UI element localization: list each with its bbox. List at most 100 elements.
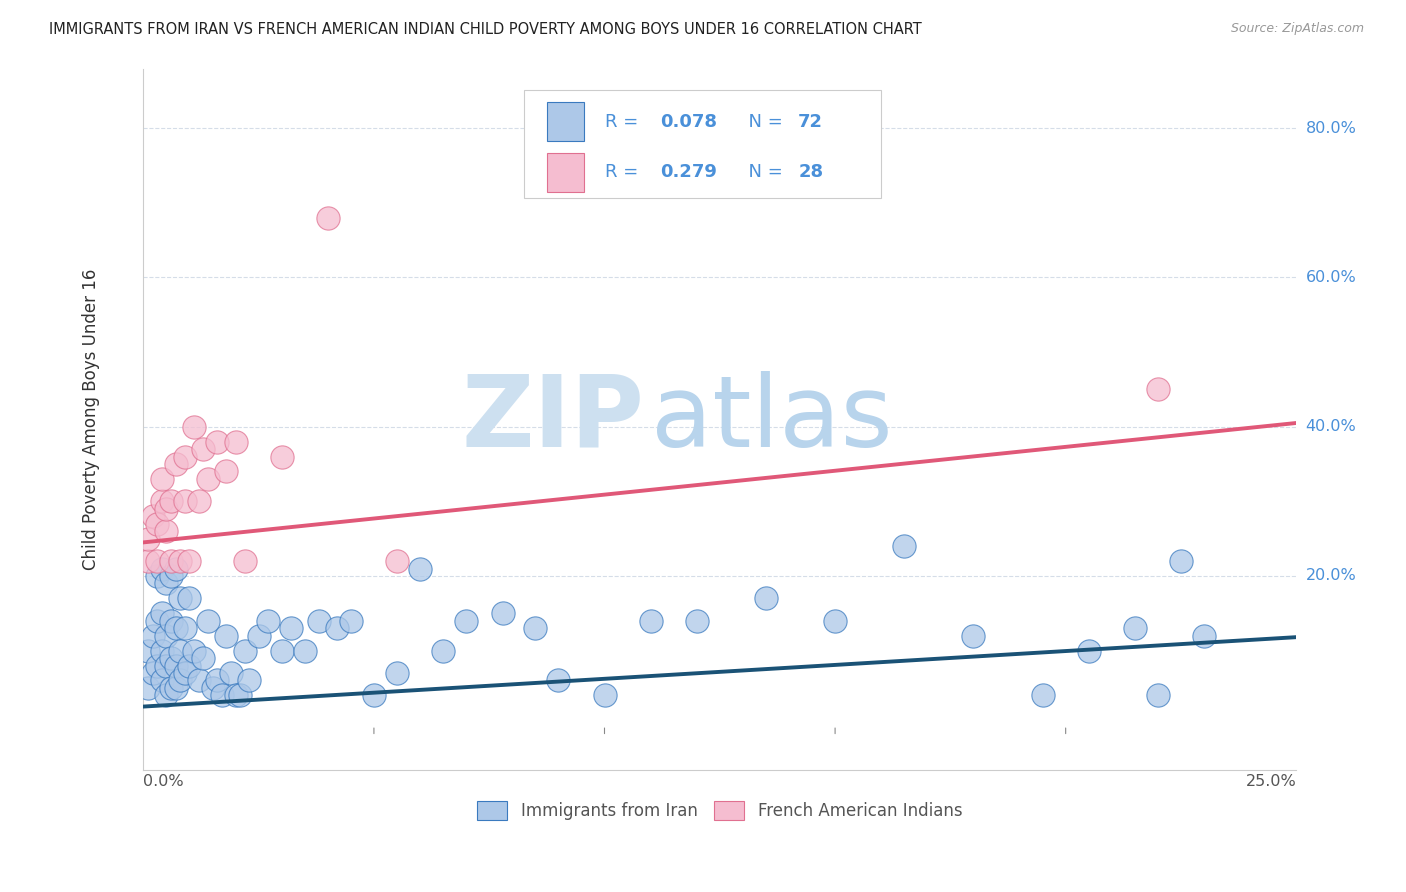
- Point: [187, 673, 209, 688]
- Point: [257, 614, 280, 628]
- Point: [238, 673, 260, 688]
- Bar: [547, 103, 583, 141]
- Point: [593, 689, 616, 703]
- Point: [280, 621, 302, 635]
- Point: [165, 658, 187, 673]
- Point: [326, 621, 349, 635]
- Point: [136, 681, 159, 695]
- Point: [219, 665, 242, 680]
- Point: [316, 211, 339, 225]
- Point: [136, 643, 159, 657]
- Point: [1032, 689, 1054, 703]
- Point: [160, 614, 183, 628]
- Point: [155, 629, 177, 643]
- Point: [146, 569, 169, 583]
- Point: [824, 614, 846, 628]
- Point: [270, 450, 292, 464]
- Point: [492, 607, 515, 621]
- Point: [363, 689, 385, 703]
- Point: [142, 665, 165, 680]
- Point: [640, 614, 662, 628]
- Point: [150, 561, 173, 575]
- Text: 25.0%: 25.0%: [1246, 773, 1296, 789]
- Point: [409, 561, 432, 575]
- Text: N =: N =: [737, 163, 789, 181]
- Point: [1170, 554, 1192, 568]
- Point: [215, 465, 238, 479]
- Text: 20.0%: 20.0%: [1306, 568, 1357, 583]
- Point: [146, 554, 169, 568]
- Text: 0.0%: 0.0%: [143, 773, 184, 789]
- Point: [160, 651, 183, 665]
- Point: [456, 614, 478, 628]
- Point: [294, 643, 316, 657]
- Point: [150, 607, 173, 621]
- Text: IMMIGRANTS FROM IRAN VS FRENCH AMERICAN INDIAN CHILD POVERTY AMONG BOYS UNDER 16: IMMIGRANTS FROM IRAN VS FRENCH AMERICAN …: [49, 22, 922, 37]
- Point: [169, 643, 191, 657]
- Point: [1147, 689, 1170, 703]
- Point: [229, 689, 252, 703]
- Point: [385, 554, 408, 568]
- Point: [173, 665, 195, 680]
- Point: [686, 614, 709, 628]
- Point: [136, 554, 159, 568]
- Point: [160, 554, 183, 568]
- Text: 28: 28: [799, 163, 824, 181]
- Text: Child Poverty Among Boys Under 16: Child Poverty Among Boys Under 16: [83, 268, 100, 570]
- Point: [187, 494, 209, 508]
- Point: [183, 419, 205, 434]
- Point: [169, 554, 191, 568]
- Point: [193, 651, 215, 665]
- Point: [340, 614, 363, 628]
- Point: [308, 614, 330, 628]
- Point: [233, 554, 256, 568]
- Point: [165, 621, 187, 635]
- Point: [183, 643, 205, 657]
- Point: [1192, 629, 1215, 643]
- Point: [160, 681, 183, 695]
- Point: [150, 643, 173, 657]
- Point: [155, 501, 177, 516]
- Point: [150, 673, 173, 688]
- Point: [173, 450, 195, 464]
- Point: [197, 614, 219, 628]
- Point: [150, 494, 173, 508]
- Point: [146, 614, 169, 628]
- Text: R =: R =: [605, 112, 644, 130]
- Point: [142, 509, 165, 524]
- Point: [160, 494, 183, 508]
- Point: [150, 472, 173, 486]
- Point: [173, 621, 195, 635]
- Point: [179, 658, 201, 673]
- Point: [962, 629, 984, 643]
- Point: [215, 629, 238, 643]
- Point: [197, 472, 219, 486]
- Point: [211, 689, 233, 703]
- Point: [169, 673, 191, 688]
- Point: [146, 658, 169, 673]
- Text: 80.0%: 80.0%: [1306, 120, 1357, 136]
- Point: [547, 673, 569, 688]
- Point: [179, 554, 201, 568]
- Point: [432, 643, 454, 657]
- Text: ZIP: ZIP: [463, 371, 645, 467]
- Text: 0.279: 0.279: [659, 163, 717, 181]
- Point: [173, 494, 195, 508]
- Text: N =: N =: [737, 112, 789, 130]
- Point: [165, 457, 187, 471]
- FancyBboxPatch shape: [524, 89, 882, 198]
- Point: [201, 681, 224, 695]
- Point: [146, 516, 169, 531]
- Point: [1147, 383, 1170, 397]
- Point: [233, 643, 256, 657]
- Point: [755, 591, 778, 606]
- Point: [165, 561, 187, 575]
- Point: [1077, 643, 1099, 657]
- Point: [155, 524, 177, 539]
- Point: [205, 673, 228, 688]
- Point: [155, 658, 177, 673]
- Legend: Immigrants from Iran, French American Indians: Immigrants from Iran, French American In…: [472, 796, 967, 825]
- Point: [193, 442, 215, 456]
- Point: [165, 681, 187, 695]
- Point: [385, 665, 408, 680]
